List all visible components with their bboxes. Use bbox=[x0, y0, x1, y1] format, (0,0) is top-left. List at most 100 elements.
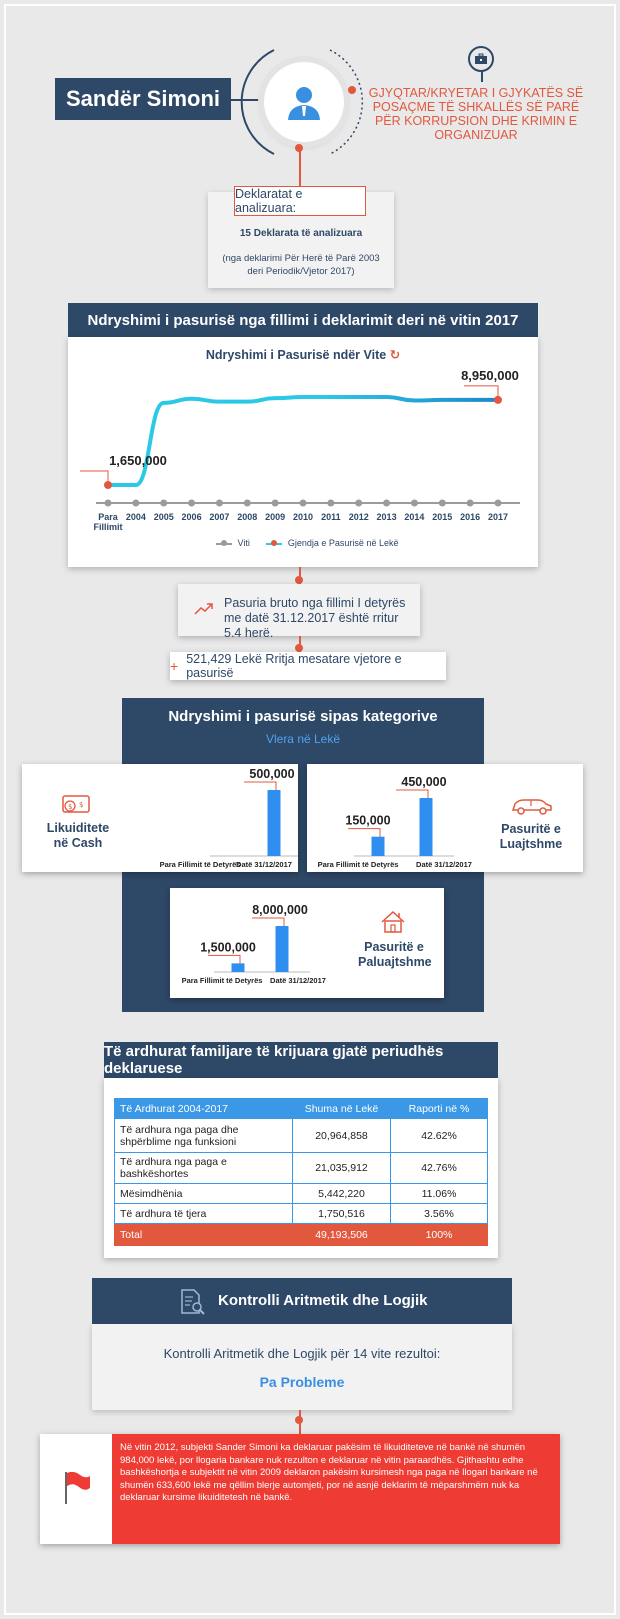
bar-start bbox=[231, 963, 245, 972]
table-header: Të Ardhurat 2004-2017 Shuma në Lekë Rapo… bbox=[114, 1098, 488, 1119]
connector bbox=[299, 567, 301, 584]
x-tick bbox=[299, 499, 307, 507]
note-panel bbox=[112, 1434, 560, 1544]
avatar-arcs bbox=[240, 49, 363, 155]
cash-icon: $ $ bbox=[62, 795, 90, 813]
category-label-cash: Likuiditete në Cash bbox=[46, 821, 110, 850]
control-header: Kontrolli Aritmetik dhe Logjik bbox=[92, 1278, 512, 1324]
connector-dot bbox=[295, 644, 303, 652]
x-tick bbox=[410, 499, 418, 507]
control-text: Kontrolli Aritmetik dhe Logjik për 14 vi… bbox=[163, 1346, 441, 1361]
bar-chart-movable: 150,000 450,000 Para Fillimit të Detyrës Da… bbox=[318, 775, 472, 869]
x-tick-label: Para Fillimit të Detyrës bbox=[160, 860, 241, 869]
x-tick-label: 2004 bbox=[126, 512, 146, 522]
table-cell: Të ardhura të tjera bbox=[114, 1203, 293, 1224]
x-tick-label: Para Fillimit të Detyrës bbox=[318, 860, 398, 869]
growth-text: Pasuria bruto nga fillimi I detyrës me d… bbox=[224, 596, 406, 640]
label-leader bbox=[252, 917, 285, 926]
house-icon bbox=[381, 910, 405, 933]
x-tick-label: 2016 bbox=[460, 512, 480, 522]
table-cell: 49,193,506 bbox=[292, 1223, 391, 1246]
legend-year-marker bbox=[216, 539, 232, 546]
table-cell: 1,750,516 bbox=[292, 1203, 391, 1224]
x-tick-label: Datë 31/12/2017 bbox=[270, 976, 326, 985]
series-line bbox=[106, 395, 500, 487]
x-tick bbox=[104, 499, 112, 507]
growth-card bbox=[178, 584, 420, 636]
x-tick bbox=[327, 499, 335, 507]
flag-icon bbox=[65, 1471, 90, 1504]
table-cell: 11.06% bbox=[390, 1183, 488, 1204]
x-tick bbox=[215, 499, 223, 507]
wealth-chart-card bbox=[68, 337, 538, 567]
connector-dot bbox=[295, 1416, 303, 1424]
table-cell: 20,964,858 bbox=[292, 1118, 391, 1153]
plus-icon: + bbox=[170, 658, 179, 674]
x-tick-label: 2015 bbox=[432, 512, 452, 522]
categories-title: Ndryshimi i pasurisë sipas kategorive bbox=[168, 708, 438, 725]
bar-end bbox=[275, 926, 289, 972]
x-tick-label: Datë 31/12/2017 bbox=[416, 860, 472, 869]
table-total-row: Total 49,193,506 100% bbox=[114, 1223, 488, 1246]
income-table: Të Ardhurat 2004-2017 Shuma në Lekë Rapo… bbox=[114, 1098, 488, 1246]
table-cell: 42.62% bbox=[390, 1118, 488, 1153]
briefcase-icon bbox=[468, 46, 494, 72]
person-name: Sandër Simoni bbox=[55, 78, 231, 120]
category-card-movable bbox=[307, 764, 583, 872]
chart-legend: Viti Gjendja e Pasurisë në Lekë bbox=[216, 538, 398, 548]
control-card bbox=[92, 1324, 512, 1410]
x-tick bbox=[271, 499, 279, 507]
column-header: Shuma në Lekë bbox=[292, 1098, 391, 1119]
table-cell: Të ardhura nga paga dhe shpërblime nga f… bbox=[114, 1118, 293, 1153]
x-tick-label: Para Fillimit bbox=[94, 512, 123, 532]
label-leader bbox=[348, 828, 381, 837]
refresh-icon: ↻ bbox=[389, 348, 401, 362]
table-cell: Të ardhura nga paga e bashkëshortes bbox=[114, 1152, 293, 1184]
average-growth: + 521,429 Lekë Rritja mesatare vjetore e… bbox=[170, 652, 446, 680]
declarations-range: (nga deklarimi Për Herë të Parë 2003 der… bbox=[222, 253, 380, 277]
x-tick bbox=[438, 499, 446, 507]
x-tick-label: Datë 31/12/2017 bbox=[236, 860, 292, 869]
average-growth-text: 521,429 Lekë Rritja mesatare vjetore e p… bbox=[186, 652, 402, 680]
svg-text:$: $ bbox=[79, 801, 83, 809]
categories-subtitle: Vlera në Lekë bbox=[265, 732, 341, 746]
x-tick-label: 2017 bbox=[488, 512, 508, 522]
page-frame bbox=[4, 4, 616, 1615]
table-cell: 5,442,220 bbox=[292, 1183, 391, 1204]
x-tick-label: Para Fillimit të Detyrës bbox=[182, 976, 263, 985]
table-cell: 3.56% bbox=[390, 1203, 488, 1224]
connector bbox=[299, 148, 301, 186]
bar-value-end: 450,000 bbox=[401, 775, 446, 789]
x-tick-label: 2012 bbox=[349, 512, 369, 522]
bar-value-end: 8,000,000 bbox=[252, 903, 308, 917]
x-tick bbox=[132, 499, 140, 507]
role-dot bbox=[348, 86, 356, 94]
column-header: Të Ardhurat 2004-2017 bbox=[114, 1098, 293, 1119]
bar-start bbox=[371, 836, 385, 856]
declarations-count: 15 Deklarata të analizuara bbox=[239, 228, 363, 239]
label-leader bbox=[244, 781, 277, 790]
legend-series-marker bbox=[266, 539, 283, 546]
avatar bbox=[264, 62, 344, 142]
bar-chart-immovable: 1,500,000 8,000,000 Para Fillimit të Detyr… bbox=[182, 903, 326, 985]
x-tick bbox=[243, 499, 251, 507]
x-tick bbox=[466, 499, 474, 507]
x-tick bbox=[494, 499, 502, 507]
x-tick-label: 2010 bbox=[293, 512, 313, 522]
bar-value-start: 1,500,000 bbox=[200, 940, 256, 954]
table-cell: Total bbox=[114, 1223, 293, 1246]
table-cell: 21,035,912 bbox=[292, 1152, 391, 1184]
data-label-end: 8,950,000 bbox=[461, 368, 519, 383]
svg-text:$: $ bbox=[68, 803, 72, 811]
label-leader bbox=[80, 470, 109, 485]
connector-dot bbox=[295, 576, 303, 584]
table-cell: 42.76% bbox=[390, 1152, 488, 1184]
user-icon bbox=[288, 87, 320, 120]
bar-value-start: 150,000 bbox=[345, 814, 390, 828]
x-tick-label: 2005 bbox=[154, 512, 174, 522]
x-tick bbox=[383, 499, 391, 507]
x-tick-label: 2008 bbox=[237, 512, 257, 522]
category-card-immovable bbox=[170, 888, 444, 998]
table-row: Mësimdhënia 5,442,220 11.06% bbox=[114, 1183, 488, 1204]
